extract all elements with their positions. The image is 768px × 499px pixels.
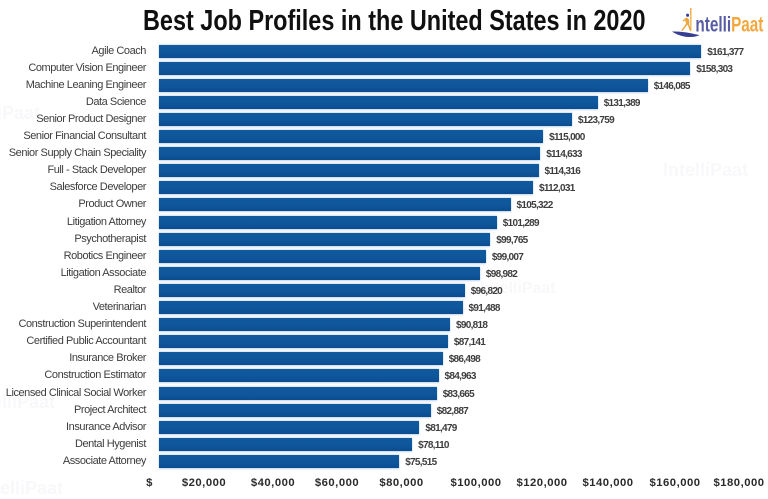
- svg-text:ntelliPaat: ntelliPaat: [695, 14, 763, 37]
